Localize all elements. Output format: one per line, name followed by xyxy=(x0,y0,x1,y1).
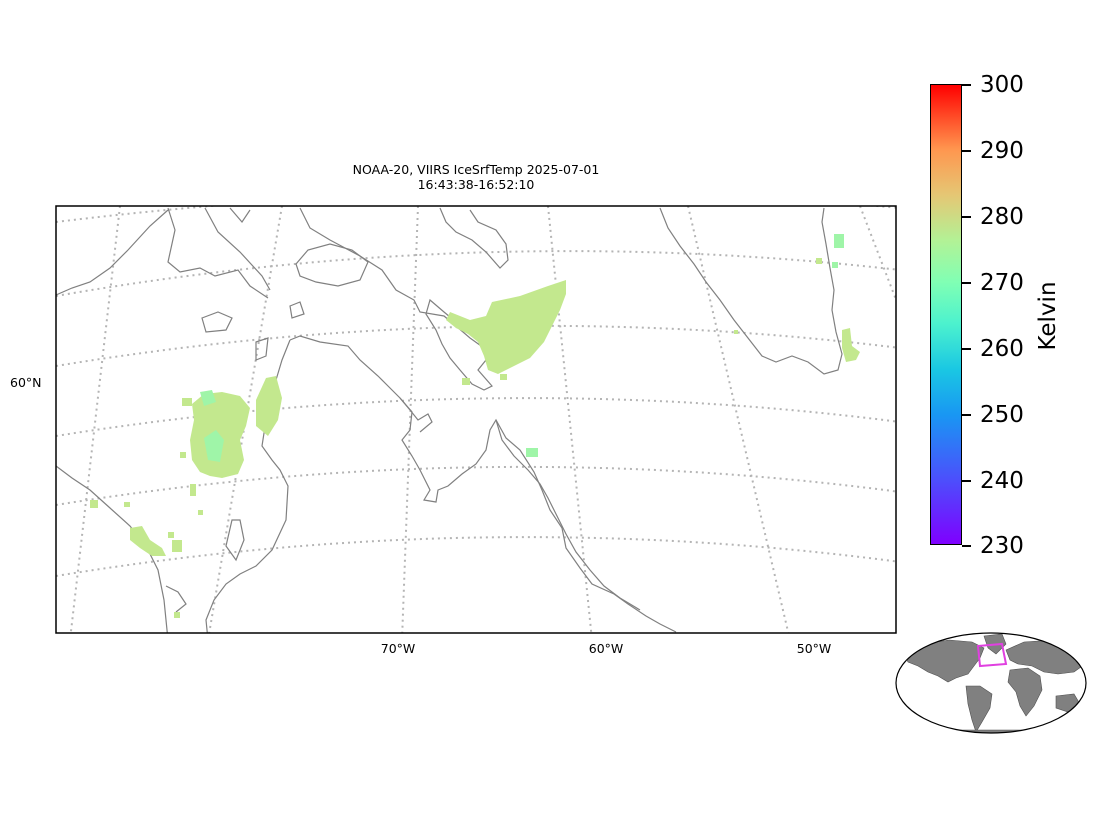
lon-label: 60°W xyxy=(588,641,624,656)
lon-label: 70°W xyxy=(380,641,416,656)
meridian-line xyxy=(859,206,896,303)
data-swath-greenland-east xyxy=(842,328,860,362)
parallel-line xyxy=(56,536,896,577)
map-title: NOAA-20, VIIRS IceSrfTemp 2025-07-01 16:… xyxy=(276,162,676,192)
coastline-hudson-bay-west xyxy=(289,335,677,633)
coastline-arctic-islands xyxy=(56,207,271,299)
coastline-greenland xyxy=(659,207,843,375)
colorbar-tick xyxy=(962,282,971,284)
data-pixel xyxy=(816,258,822,264)
graticule xyxy=(56,206,896,633)
parallel-line xyxy=(56,206,896,223)
map-frame xyxy=(55,205,897,634)
parallel-line xyxy=(56,465,896,506)
lon-label: 50°W xyxy=(796,641,832,656)
coastline-small-island xyxy=(201,311,233,333)
data-pixel xyxy=(90,500,98,508)
colorbar-tick-label: 280 xyxy=(980,204,1024,230)
colorbar-tick xyxy=(962,216,971,218)
data-swath-quebec-cold xyxy=(200,390,216,406)
inset-region-box xyxy=(976,642,1008,668)
data-pixel xyxy=(832,262,838,268)
data-pixel xyxy=(124,502,130,507)
data-pixel xyxy=(180,452,186,458)
coastline-james-bay xyxy=(225,519,245,562)
data-pixel xyxy=(190,484,196,496)
coastline-small-island xyxy=(255,337,269,361)
meridian-line xyxy=(687,206,790,633)
data-pixel xyxy=(172,540,182,552)
colorbar-tick xyxy=(962,480,971,482)
colorbar-tick-label: 260 xyxy=(980,336,1024,362)
colorbar xyxy=(930,84,962,545)
data-swath-southwest xyxy=(130,526,166,556)
colorbar-tick-label: 300 xyxy=(980,72,1024,98)
colorbar-tick-label: 290 xyxy=(980,138,1024,164)
meridian-line xyxy=(547,206,593,633)
map-title-line2: 16:43:38-16:52:10 xyxy=(417,177,535,192)
data-swath-east xyxy=(256,376,282,436)
map-title-line1: NOAA-20, VIIRS IceSrfTemp 2025-07-01 xyxy=(352,162,600,177)
coastline-small-island xyxy=(289,301,305,319)
inset-land-africa xyxy=(1007,667,1043,717)
data-pixel xyxy=(834,234,844,248)
inset-land-south-america xyxy=(965,685,993,733)
colorbar-tick xyxy=(962,348,971,350)
data-pixel xyxy=(168,532,174,538)
colorbar-tick-label: 250 xyxy=(980,402,1024,428)
lat-label: 60°N xyxy=(10,375,42,390)
data-pixel xyxy=(174,612,180,618)
data-pixel xyxy=(182,398,192,406)
coastline-gulf xyxy=(165,585,187,613)
data-swath-baffin xyxy=(446,280,566,374)
coastline-southampton-island xyxy=(295,243,369,287)
colorbar-tick xyxy=(962,414,971,416)
meridian-line xyxy=(208,206,283,633)
data-pixel xyxy=(462,378,470,385)
coastline-baffin-south xyxy=(439,207,509,269)
coastline-ungava xyxy=(399,397,433,433)
data-pixel xyxy=(500,374,507,380)
colorbar-tick-label: 270 xyxy=(980,270,1024,296)
map-panel xyxy=(55,205,897,634)
colorbar-tick-label: 230 xyxy=(980,533,1024,559)
colorbar-label: Kelvin xyxy=(1035,281,1061,351)
data-pixel xyxy=(198,510,203,515)
coastline-great-lakes xyxy=(56,465,168,633)
coastlines xyxy=(56,207,843,633)
meridian-line xyxy=(401,206,419,633)
colorbar-tick-label: 240 xyxy=(980,468,1024,494)
colorbar-tick xyxy=(962,545,971,547)
data-pixel xyxy=(526,448,538,457)
inset-land-north-america xyxy=(903,639,985,683)
inset-globe-map xyxy=(895,632,1087,734)
meridian-line xyxy=(69,206,121,633)
parallel-line xyxy=(56,250,896,297)
coastline-labrador xyxy=(495,419,641,611)
data-swath-quebec-cold xyxy=(204,430,224,462)
data-pixel xyxy=(734,330,738,334)
ice-surface-temperature-data xyxy=(90,234,860,618)
colorbar-tick xyxy=(962,150,971,152)
colorbar-tick xyxy=(962,84,971,86)
